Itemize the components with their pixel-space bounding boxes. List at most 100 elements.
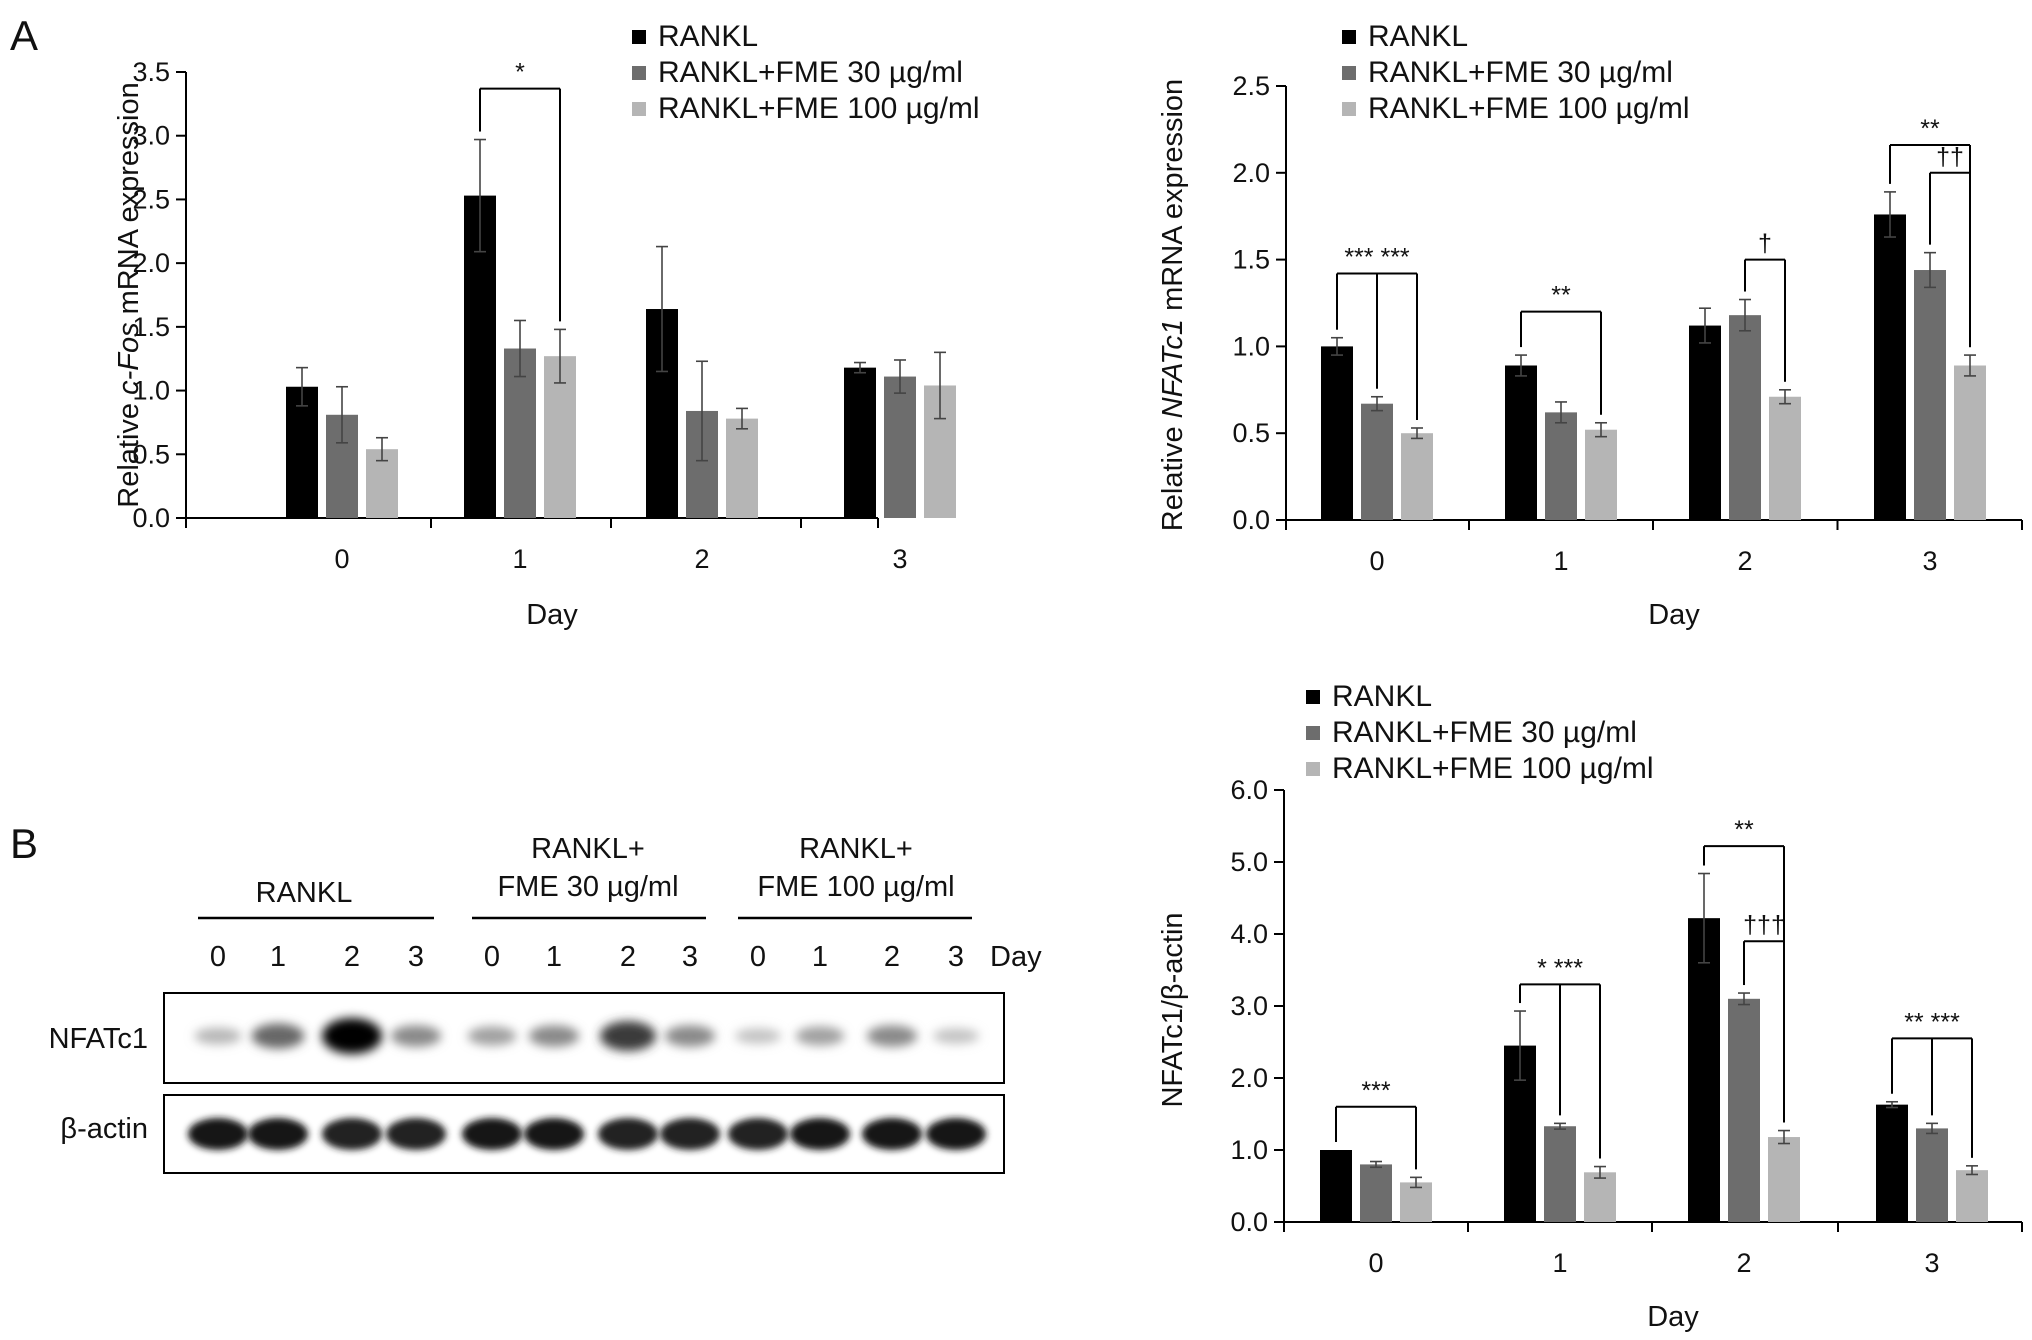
blot-band bbox=[664, 1025, 716, 1047]
blot-band bbox=[467, 1026, 517, 1046]
bar bbox=[1585, 429, 1617, 520]
legend-swatch bbox=[632, 30, 646, 44]
y-tick-label: 1.0 bbox=[132, 376, 170, 406]
blot-lane-day: 2 bbox=[884, 941, 900, 973]
legend-swatch bbox=[1306, 690, 1320, 704]
x-tick-label: 3 bbox=[892, 544, 907, 574]
cfos-bar-chart: 0.0 0.5 1.0 1.5 2.0 2.5 3.0 3.5 0 1 2 3 Day Relative … bbox=[113, 20, 980, 631]
bar bbox=[1400, 1182, 1432, 1222]
blot-group-label: RANKL bbox=[256, 877, 353, 909]
x-tick-label: 2 bbox=[694, 544, 709, 574]
blot-band bbox=[932, 1028, 980, 1044]
y-tick-label: 0.5 bbox=[132, 439, 170, 469]
y-tick-label: 2.0 bbox=[132, 248, 170, 278]
y-axis-label-part: mRNA expression bbox=[113, 82, 145, 322]
panel-label-a: A bbox=[10, 12, 38, 59]
sig-label: †† bbox=[1936, 143, 1964, 171]
sig-label: ††† bbox=[1743, 911, 1785, 939]
blot-band bbox=[790, 1118, 850, 1150]
y-tick-label: 0.5 bbox=[1232, 418, 1270, 448]
blot-group-label: FME 100 µg/ml bbox=[757, 871, 954, 903]
bar bbox=[1544, 1126, 1576, 1222]
y-tick-label: 2.0 bbox=[1232, 158, 1270, 188]
nfatc1-mrna-bar-chart: 0.0 0.5 1.0 1.5 2.0 2.5 0 1 2 3 Day Relative NFATc1… bbox=[1157, 20, 2023, 631]
blot-lane-day: 1 bbox=[812, 941, 828, 973]
sig-label: ** bbox=[1734, 816, 1754, 844]
y-tick-label: 4.0 bbox=[1230, 919, 1268, 949]
sig-label: *** bbox=[1361, 1077, 1390, 1105]
bar bbox=[884, 376, 916, 518]
y-tick-label: 1.5 bbox=[1232, 245, 1270, 275]
sig-label: *** *** bbox=[1344, 243, 1410, 271]
y-axis-label-part: NFATc1/β-actin bbox=[1157, 912, 1189, 1107]
bar bbox=[1956, 1170, 1988, 1222]
y-tick-label: 2.0 bbox=[1230, 1063, 1268, 1093]
bar bbox=[1916, 1128, 1948, 1222]
blot-lane-day: 3 bbox=[948, 941, 964, 973]
bar bbox=[1401, 433, 1433, 520]
y-axis-label-part: Relative bbox=[113, 395, 145, 508]
bar bbox=[1874, 214, 1906, 521]
blot-lane-day: 1 bbox=[546, 941, 562, 973]
x-axis-label: Day bbox=[1648, 599, 1700, 631]
legend-label: RANKL bbox=[1332, 680, 1432, 713]
y-axis-label-part: mRNA expression bbox=[1157, 79, 1189, 319]
bar bbox=[1361, 403, 1393, 520]
x-tick-label: 1 bbox=[1553, 546, 1568, 576]
legend-label: RANKL+FME 100 µg/ml bbox=[1368, 92, 1690, 125]
blot-row-label: β-actin bbox=[60, 1113, 148, 1145]
blot-band bbox=[862, 1118, 922, 1150]
panel-label-b: B bbox=[10, 820, 38, 867]
nfatc1-protein-bar-chart: 0.0 1.0 2.0 3.0 4.0 5.0 6.0 0 1 2 3 Day NFATc1/β-act… bbox=[1157, 680, 2023, 1333]
blot-band bbox=[734, 1028, 782, 1044]
blot-band bbox=[728, 1118, 788, 1150]
legend-swatch bbox=[1342, 66, 1356, 80]
blot-day-label: Day bbox=[990, 941, 1042, 973]
legend-label: RANKL+FME 30 µg/ml bbox=[1368, 56, 1673, 89]
x-tick-label: 0 bbox=[1369, 546, 1384, 576]
blot-band bbox=[926, 1118, 986, 1150]
y-tick-label: 2.5 bbox=[1232, 71, 1270, 101]
y-tick-label: 1.0 bbox=[1232, 331, 1270, 361]
y-axis-label-part: Relative bbox=[1157, 418, 1189, 531]
blot-band bbox=[600, 1021, 656, 1051]
bar bbox=[1728, 998, 1760, 1222]
blot-band bbox=[660, 1118, 720, 1150]
blot-band bbox=[251, 1023, 305, 1049]
x-tick-label: 3 bbox=[1924, 1248, 1939, 1278]
blot-lane-day: 3 bbox=[408, 941, 424, 973]
bar bbox=[1320, 1150, 1352, 1222]
blot-lane-day: 0 bbox=[484, 941, 500, 973]
x-tick-label: 0 bbox=[1368, 1248, 1383, 1278]
y-tick-label: 6.0 bbox=[1230, 775, 1268, 805]
x-tick-label: 2 bbox=[1737, 546, 1752, 576]
x-tick-label: 2 bbox=[1736, 1248, 1751, 1278]
blot-lane-day: 0 bbox=[210, 941, 226, 973]
blot-band bbox=[248, 1118, 308, 1150]
bar bbox=[1769, 396, 1801, 520]
legend-swatch bbox=[632, 66, 646, 80]
blot-band bbox=[194, 1027, 242, 1045]
blot-band bbox=[528, 1025, 580, 1047]
bar bbox=[1321, 346, 1353, 520]
bar bbox=[1729, 315, 1761, 520]
y-tick-label: 3.0 bbox=[1230, 991, 1268, 1021]
y-tick-label: 0.0 bbox=[132, 503, 170, 533]
x-tick-label: 3 bbox=[1922, 546, 1937, 576]
y-axis-label-part: NFATc1 bbox=[1157, 319, 1189, 418]
y-axis-label: NFATc1/β-actin bbox=[1157, 912, 1189, 1107]
bar bbox=[1584, 1172, 1616, 1222]
blot-band bbox=[386, 1118, 446, 1150]
legend-label: RANKL+FME 100 µg/ml bbox=[1332, 752, 1654, 785]
legend-label: RANKL+FME 30 µg/ml bbox=[1332, 716, 1637, 749]
legend-label: RANKL+FME 100 µg/ml bbox=[658, 92, 980, 125]
y-tick-label: 2.5 bbox=[132, 184, 170, 214]
legend-label: RANKL+FME 30 µg/ml bbox=[658, 56, 963, 89]
sig-label: ** bbox=[1551, 282, 1571, 310]
legend-label: RANKL bbox=[658, 20, 758, 53]
blot-row-label: NFATc1 bbox=[49, 1023, 148, 1055]
blot-lane-day: 3 bbox=[682, 941, 698, 973]
blot-band bbox=[390, 1025, 442, 1047]
sig-label: * *** bbox=[1537, 954, 1583, 982]
